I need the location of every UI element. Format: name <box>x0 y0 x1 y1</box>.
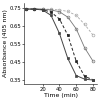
X-axis label: Time (min): Time (min) <box>44 93 78 98</box>
Y-axis label: Absorbance (405 nm): Absorbance (405 nm) <box>3 9 8 77</box>
